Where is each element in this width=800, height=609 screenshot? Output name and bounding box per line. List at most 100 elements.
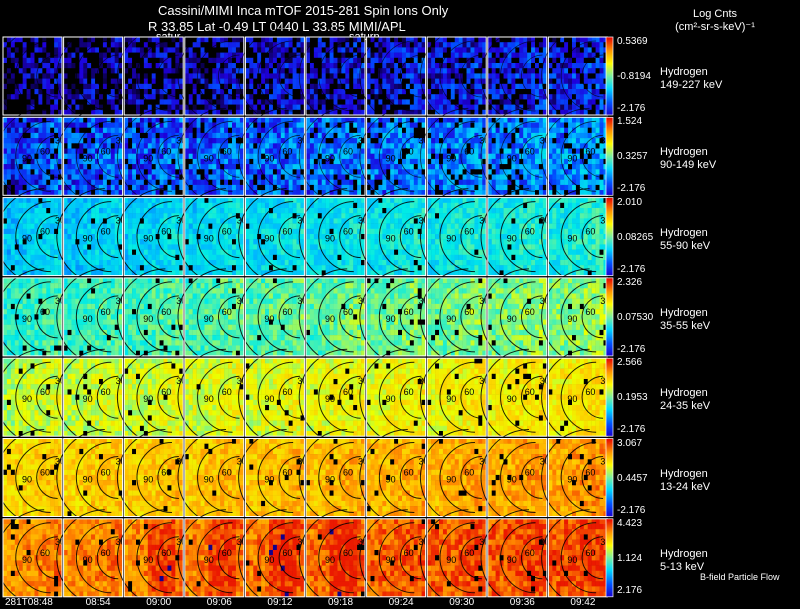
heatmap-cell <box>75 132 80 139</box>
heatmap-cell <box>531 83 536 90</box>
heatmap-cell <box>470 57 475 64</box>
heatmap-cell <box>124 132 129 139</box>
heatmap-cell <box>591 89 596 95</box>
heatmap-cell <box>110 127 115 134</box>
heatmap-cell <box>568 83 573 90</box>
heatmap-cell <box>398 122 403 128</box>
heatmap-cell <box>220 184 225 191</box>
heatmap-cell <box>79 179 84 186</box>
heatmap-cell <box>386 63 391 69</box>
heatmap-cell <box>538 78 544 85</box>
heatmap-cell <box>306 94 311 100</box>
heatmap-cell <box>179 57 184 64</box>
heatmap-cell <box>491 143 496 149</box>
heatmap-cell <box>26 179 31 186</box>
heatmap-cell <box>249 174 254 180</box>
heatmap-cell <box>542 63 548 69</box>
heatmap-cell <box>572 127 577 134</box>
heatmap-cell <box>300 104 305 111</box>
heatmap-cell <box>560 52 565 59</box>
heatmap-cell <box>179 138 184 144</box>
heatmap-cell <box>179 42 184 48</box>
heatmap-cell <box>3 158 8 165</box>
heatmap-cell <box>114 143 119 149</box>
heatmap-cell <box>572 57 577 64</box>
heatmap-cell <box>163 57 168 64</box>
heatmap-cell <box>427 179 432 186</box>
heatmap-cell <box>46 143 51 149</box>
heatmap-cell <box>22 239 27 245</box>
heatmap-cell <box>321 99 326 105</box>
heatmap-cell <box>579 164 585 170</box>
heatmap-cell <box>272 94 278 100</box>
heatmap-cell <box>276 158 282 165</box>
heatmap-cell <box>102 138 108 144</box>
heatmap-cell <box>284 63 289 69</box>
heatmap-cell <box>18 208 23 214</box>
heatmap-cell <box>212 174 217 180</box>
heatmap-cell <box>18 223 23 230</box>
heatmap-cell <box>579 57 585 64</box>
heatmap-cell <box>87 47 92 53</box>
heatmap-cell <box>6 164 12 170</box>
heatmap-cell <box>296 138 301 144</box>
heatmap-cell <box>482 164 487 170</box>
heatmap-cell <box>454 57 459 64</box>
heatmap-cell <box>599 148 604 154</box>
heatmap-cell <box>321 89 326 95</box>
heatmap-cell <box>83 63 88 69</box>
heatmap-cell <box>538 148 544 154</box>
heatmap-cell <box>196 78 201 85</box>
heatmap-cell <box>34 174 39 180</box>
heatmap-cell <box>341 104 346 111</box>
heatmap-cell <box>556 179 561 186</box>
heatmap-cell <box>507 122 512 128</box>
heatmap-cell <box>239 63 245 69</box>
heatmap-cell <box>495 164 500 170</box>
heatmap-cell <box>147 184 152 191</box>
heatmap-cell <box>34 179 39 186</box>
heatmap-cell <box>284 73 289 79</box>
heatmap-cell <box>155 127 160 134</box>
heatmap-cell <box>228 143 233 149</box>
heatmap-cell <box>361 89 366 95</box>
heatmap-cell <box>292 158 297 165</box>
heatmap-cell <box>147 132 152 139</box>
heatmap-cell <box>38 117 43 123</box>
heatmap-cell <box>542 78 548 85</box>
heatmap-cell <box>591 117 596 123</box>
heatmap-cell <box>515 109 520 116</box>
heatmap-cell <box>409 52 415 59</box>
heatmap-cell <box>54 197 59 204</box>
heatmap-cell <box>106 47 112 53</box>
heatmap-cell <box>75 78 80 85</box>
heatmap-cell <box>269 190 274 196</box>
heatmap-cell <box>374 143 379 149</box>
heatmap-cell <box>402 37 407 43</box>
heatmap-cell <box>333 153 338 160</box>
heatmap-cell <box>572 42 577 48</box>
heatmap-cell <box>527 78 532 85</box>
heatmap-cell <box>71 94 76 100</box>
heatmap-cell <box>394 47 399 53</box>
heatmap-cell <box>208 68 213 74</box>
heatmap-cell <box>71 138 76 144</box>
heatmap-cell <box>515 37 520 43</box>
heatmap-cell <box>478 42 483 48</box>
heatmap-cell <box>579 37 585 43</box>
heatmap-cell <box>75 153 80 160</box>
heatmap-cell <box>175 122 180 128</box>
heatmap-cell <box>63 109 68 116</box>
heatmap-cell <box>353 42 358 48</box>
heatmap-cell <box>474 57 479 64</box>
heatmap-cell <box>188 99 193 105</box>
heatmap-cell <box>67 73 72 79</box>
heatmap-cell <box>54 47 59 53</box>
heatmap-cell <box>147 109 152 116</box>
heatmap-cell <box>249 63 254 69</box>
heatmap-cell <box>22 73 27 79</box>
heatmap-cell <box>18 122 23 128</box>
heatmap-cell <box>446 63 452 69</box>
heatmap-cell <box>200 78 205 85</box>
